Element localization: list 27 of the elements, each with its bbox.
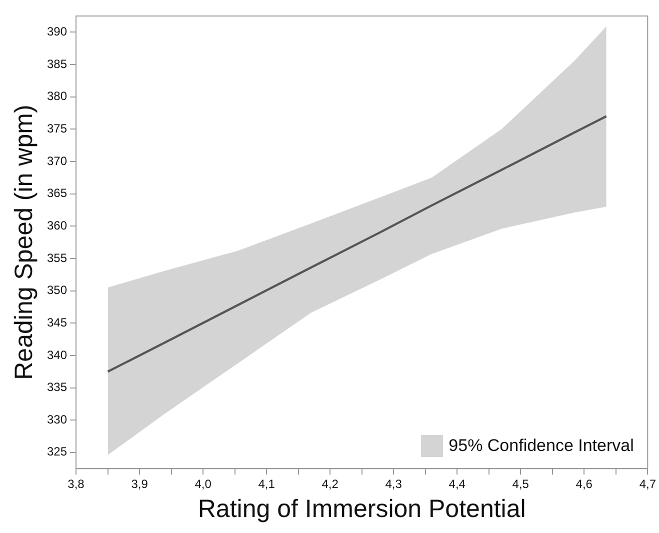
y-tick-label: 345 <box>46 315 68 330</box>
y-tick-label: 355 <box>46 250 68 265</box>
y-tick-label: 380 <box>46 89 68 104</box>
x-tick-label: 4,5 <box>512 477 530 492</box>
x-tick-label: 4,0 <box>194 477 212 492</box>
y-tick-label: 330 <box>46 412 68 426</box>
x-tick-label: 4,1 <box>258 477 276 492</box>
y-tick-label: 390 <box>46 24 68 38</box>
x-tick-label: 3,8 <box>68 477 85 492</box>
y-tick-label: 385 <box>46 56 68 71</box>
y-tick-label: 370 <box>46 154 68 168</box>
x-tick-label: 4,3 <box>385 477 402 492</box>
y-axis-title: Reading Speed (in wpm) <box>10 104 38 380</box>
y-tick-label: 350 <box>46 283 68 298</box>
x-tick-label: 4,2 <box>322 477 339 492</box>
x-tick-label: 4,7 <box>639 477 656 492</box>
y-tick-label: 365 <box>46 186 68 200</box>
y-tick-label: 360 <box>46 218 68 232</box>
x-axis-title: Rating of Immersion Potential <box>198 494 526 523</box>
x-tick-label: 3,9 <box>131 477 148 492</box>
x-tick-label: 4,6 <box>576 477 593 492</box>
y-tick-label: 325 <box>46 444 68 459</box>
y-tick-label: 340 <box>46 348 68 362</box>
x-tick-label: 4,4 <box>448 477 466 492</box>
text: 95% Confidence Interval <box>448 436 634 456</box>
y-tick-label: 375 <box>46 121 68 136</box>
y-tick-label: 335 <box>46 380 68 394</box>
